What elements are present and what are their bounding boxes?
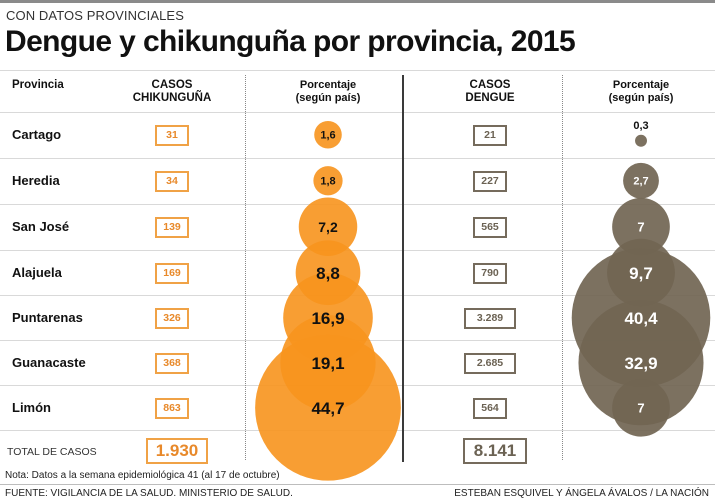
casos-chikungunya-value: 34 — [155, 170, 189, 192]
credit: ESTEBAN ESQUIVEL Y ÁNGELA ÁVALOS / LA NA… — [454, 488, 709, 499]
dengue-bubble — [578, 300, 704, 426]
row-rule — [0, 250, 715, 251]
row-rule — [0, 204, 715, 205]
col-header-casos-chik: CASOS CHIKUNGUÑA — [132, 79, 212, 104]
province-label: Guanacaste — [12, 354, 86, 370]
chikungunya-pct-label: 7,2 — [318, 219, 338, 235]
province-label: Puntarenas — [12, 309, 83, 325]
top-border — [0, 0, 715, 3]
province-label: Alajuela — [12, 264, 62, 280]
casos-chikungunya-value: 368 — [155, 352, 189, 374]
chikungunya-pct-label: 16,9 — [311, 309, 344, 328]
province-label: Limón — [12, 399, 51, 415]
kicker: CON DATOS PROVINCIALES — [6, 8, 184, 23]
casos-dengue-value: 565 — [473, 216, 507, 238]
dengue-pct-label: 40,4 — [624, 309, 658, 328]
chikungunya-bubble — [314, 120, 342, 149]
dengue-pct-label: 2,7 — [633, 176, 648, 188]
dengue-bubble — [612, 197, 670, 256]
casos-chikungunya-value: 863 — [155, 397, 189, 419]
chikungunya-bubble — [313, 166, 343, 196]
casos-dengue-value: 790 — [473, 262, 507, 284]
total-dengue: 8.141 — [463, 438, 527, 464]
col-header-provincia: Provincia — [12, 79, 64, 91]
chikungunya-bubble — [298, 197, 358, 256]
dengue-pct-label: 32,9 — [624, 354, 657, 373]
dengue-pct-label: 7 — [637, 219, 644, 234]
dengue-pct-label: 9,7 — [629, 264, 653, 283]
footer-rule — [0, 484, 715, 485]
chikungunya-pct-label: 44,7 — [311, 399, 344, 418]
casos-dengue-value: 2.685 — [464, 352, 516, 374]
dengue-bubble — [612, 378, 670, 437]
divider-solid-center — [402, 75, 404, 462]
row-rule — [0, 158, 715, 159]
col-header-casos-dengue: CASOS DENGUE — [465, 79, 515, 104]
source: FUENTE: VIGILANCIA DE LA SALUD. MINISTER… — [5, 488, 293, 499]
province-label: Heredia — [12, 172, 60, 188]
chikungunya-bubble — [255, 334, 401, 481]
col-header-pct-dengue: Porcentaje (según país) — [608, 79, 674, 104]
casos-chikungunya-value: 326 — [155, 307, 189, 329]
casos-chikungunya-value: 139 — [155, 216, 189, 238]
header-top-rule — [0, 70, 715, 71]
dengue-bubble — [635, 134, 647, 147]
dengue-bubble — [623, 162, 659, 199]
casos-dengue-value: 564 — [473, 397, 507, 419]
dengue-pct-label: 0,3 — [633, 120, 648, 132]
col-header-pct-chik: Porcentaje (según país) — [295, 79, 361, 104]
chikungunya-pct-label: 8,8 — [316, 264, 340, 283]
chart-title: Dengue y chikunguña por provincia, 2015 — [5, 25, 576, 58]
divider-dotted-dengue — [562, 75, 563, 460]
dengue-pct-label: 7 — [637, 400, 644, 415]
casos-dengue-value: 21 — [473, 124, 507, 146]
chikungunya-pct-label: 1,8 — [320, 176, 335, 188]
province-label: Cartago — [12, 126, 62, 142]
footnote: Nota: Datos a la semana epidemiológica 4… — [5, 470, 280, 481]
total-chikungunya: 1.930 — [146, 438, 208, 464]
divider-dotted-chik — [245, 75, 246, 460]
chikungunya-pct-label: 1,6 — [320, 130, 335, 142]
casos-dengue-value: 3.289 — [464, 307, 516, 329]
row-rule — [0, 112, 715, 113]
casos-chikungunya-value: 169 — [155, 262, 189, 284]
province-label: San José — [12, 218, 70, 234]
chikungunya-pct-label: 19,1 — [311, 354, 344, 373]
total-label: TOTAL DE CASOS — [7, 446, 97, 458]
casos-chikungunya-value: 31 — [155, 124, 189, 146]
casos-dengue-value: 227 — [473, 170, 507, 192]
